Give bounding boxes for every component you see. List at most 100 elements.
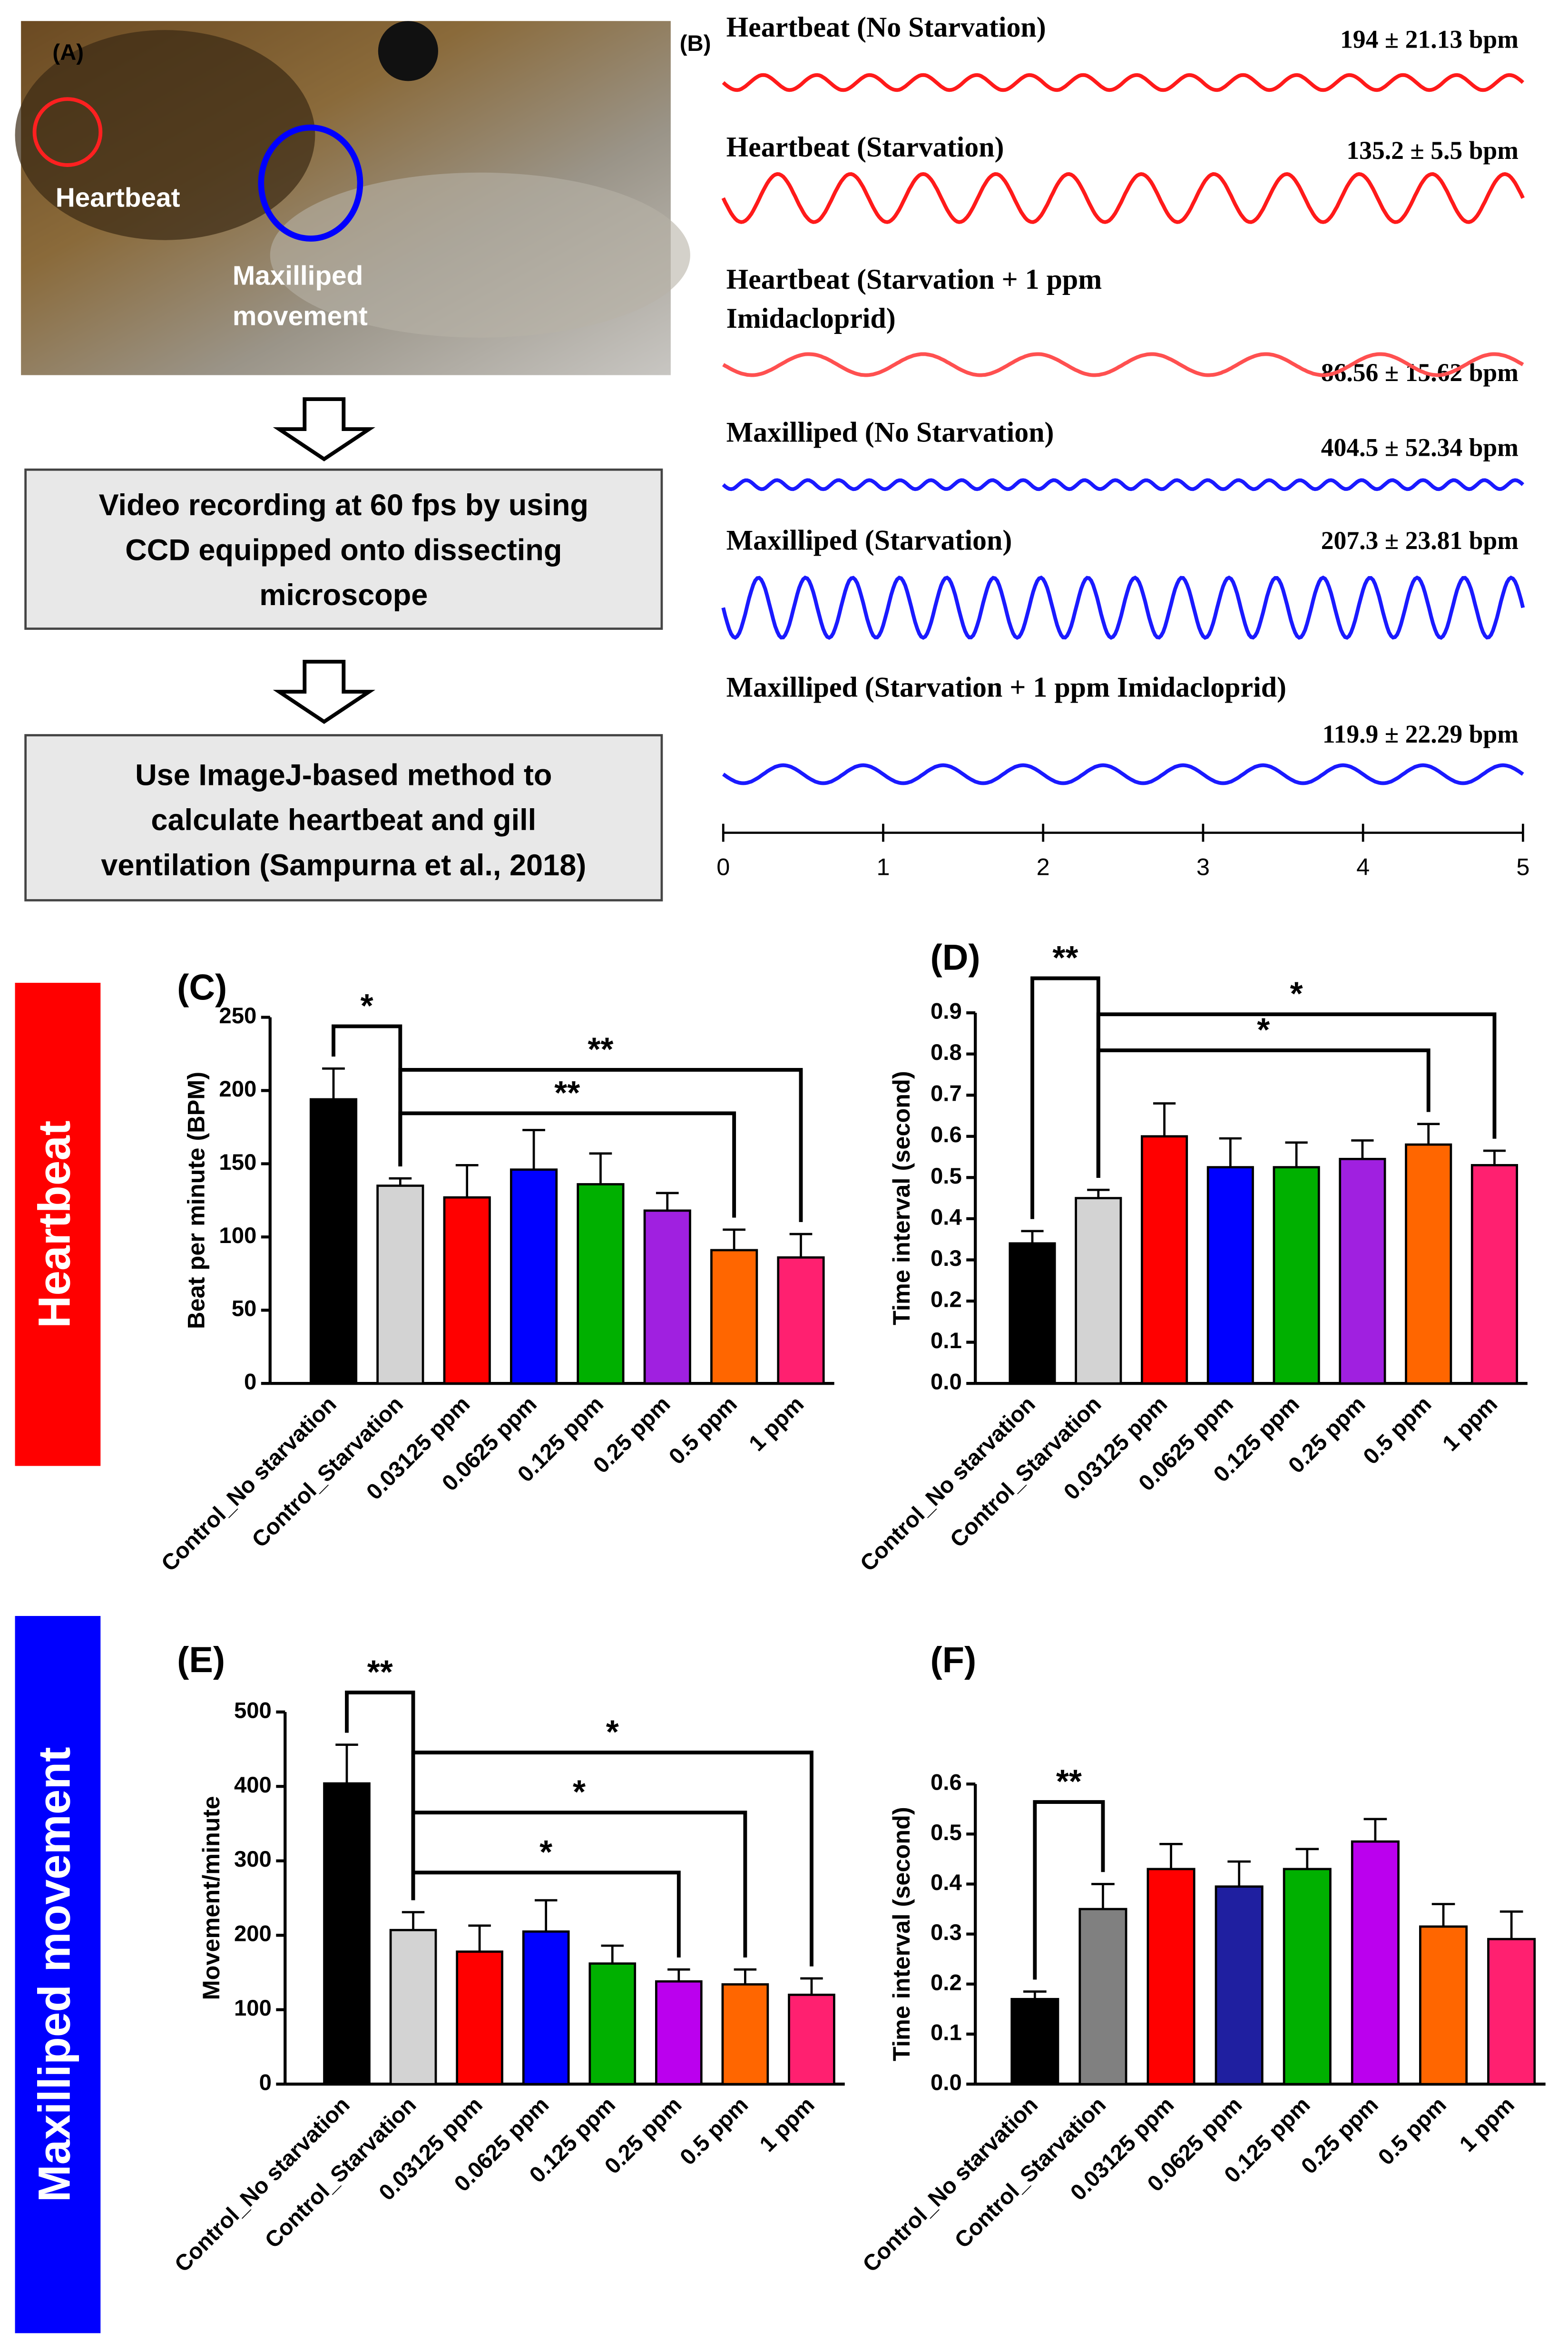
error-bar xyxy=(1285,1141,1308,1167)
process-box xyxy=(24,468,663,630)
error-bar xyxy=(723,1228,745,1250)
x-tick-label: 0.5 ppm xyxy=(675,2092,753,2170)
x-tick-label: 0 xyxy=(716,853,730,881)
bar xyxy=(323,1782,371,2086)
bar xyxy=(1351,1840,1400,2086)
y-tick-label: 0 xyxy=(259,2070,272,2095)
box-text: ventilation (Sampurna et al., 2018) xyxy=(101,849,586,882)
y-tick-label: 0.9 xyxy=(931,999,962,1024)
error-bar xyxy=(389,1177,412,1186)
y-tick-label: 250 xyxy=(219,1003,256,1028)
bar xyxy=(510,1168,558,1385)
box-text: Use ImageJ-based method to xyxy=(135,759,552,792)
bar xyxy=(588,1962,637,2086)
error-bar xyxy=(1023,1990,1047,1999)
error-bar xyxy=(1417,1123,1440,1145)
bar xyxy=(1009,1242,1056,1385)
significance-bracket xyxy=(398,1111,736,1218)
side-label-box xyxy=(15,982,101,1466)
y-tick-label: 50 xyxy=(232,1296,257,1322)
y-axis-label: Movement/minute xyxy=(197,1796,225,2000)
y-tick-label: 0.0 xyxy=(931,1370,962,1395)
y-tick-label: 500 xyxy=(234,1698,272,1723)
error-bar xyxy=(1159,1843,1183,1869)
y-tick-label: 0.7 xyxy=(931,1081,962,1106)
bar xyxy=(655,1980,703,2086)
bar xyxy=(577,1183,625,1385)
x-tick-label: 0.5 ppm xyxy=(1373,2092,1451,2170)
bar xyxy=(1339,1157,1386,1385)
bar xyxy=(1075,1197,1122,1385)
significance-bracket xyxy=(1033,1800,1105,1980)
error-bar xyxy=(534,1899,558,1932)
x-tick-label: 0.5 ppm xyxy=(1358,1391,1436,1469)
bar xyxy=(1215,1885,1264,2086)
y-tick-label: 0.5 xyxy=(931,1820,962,1845)
trace-wave xyxy=(722,763,1524,785)
error-bar xyxy=(1219,1137,1242,1167)
y-tick-label: 0.2 xyxy=(931,1970,962,1995)
photo-label: Heartbeat xyxy=(56,183,180,213)
error-bar xyxy=(335,1743,358,1784)
error-bar xyxy=(455,1164,479,1198)
x-tick-label: 1 xyxy=(876,853,890,881)
bar xyxy=(777,1256,825,1385)
trace-value: 119.9 ± 22.29 bpm xyxy=(1323,720,1519,748)
y-tick-label: 0.0 xyxy=(931,2070,962,2095)
error-bar xyxy=(1091,1883,1115,1909)
y-tick-label: 150 xyxy=(219,1150,256,1175)
error-bar xyxy=(601,1944,624,1964)
x-tick-label: 1 ppm xyxy=(755,2092,820,2157)
photo-label: movement xyxy=(233,302,368,332)
panel-label: (A) xyxy=(52,40,84,65)
trace-value: 194 ± 21.13 bpm xyxy=(1340,25,1519,54)
y-axis-label: Beat per minute (BPM) xyxy=(183,1072,210,1329)
bar xyxy=(456,1950,503,2086)
box-text: calculate heartbeat and gill xyxy=(151,803,536,837)
trace-wave xyxy=(722,73,1525,92)
y-tick-label: 0.6 xyxy=(931,1122,962,1147)
significance-label: * xyxy=(573,1773,586,1811)
chart-title: (C) xyxy=(177,968,227,1008)
trace-value: 404.5 ± 52.34 bpm xyxy=(1321,433,1519,462)
chart-title: (E) xyxy=(177,1640,225,1680)
significance-label: * xyxy=(1257,1011,1270,1048)
y-tick-label: 200 xyxy=(219,1077,256,1102)
bar xyxy=(443,1196,491,1385)
error-bar xyxy=(1351,1139,1374,1159)
box-text: microscope xyxy=(259,578,428,612)
error-bar xyxy=(656,1192,679,1211)
bar xyxy=(1405,1143,1452,1385)
bar xyxy=(522,1930,570,2086)
box-text: Video recording at 60 fps by using xyxy=(99,489,588,522)
y-tick-label: 0.8 xyxy=(931,1040,962,1065)
error-bar xyxy=(468,1924,491,1952)
bar xyxy=(710,1249,758,1385)
x-tick-label: 2 xyxy=(1037,853,1050,881)
y-tick-label: 100 xyxy=(219,1223,256,1248)
significance-label: ** xyxy=(588,1030,613,1067)
y-tick-label: 0.6 xyxy=(931,1770,962,1795)
error-bar xyxy=(1021,1230,1044,1244)
flow-arrows xyxy=(273,397,375,724)
error-bar xyxy=(800,1977,823,1995)
side-label-box xyxy=(15,1616,101,2333)
y-tick-label: 400 xyxy=(234,1772,272,1798)
photo xyxy=(15,21,690,375)
y-tick-label: 0.4 xyxy=(931,1870,962,1895)
trace-label: Imidacloprid) xyxy=(726,303,896,334)
bar xyxy=(643,1209,691,1385)
x-tick-label: 4 xyxy=(1356,853,1370,881)
x-tick-label: 1 ppm xyxy=(744,1391,809,1456)
trace-label: Heartbeat (Starvation + 1 ppm xyxy=(726,264,1102,295)
bar xyxy=(721,1983,769,2086)
significance-bracket xyxy=(1030,976,1100,1219)
error-bar xyxy=(1431,1903,1455,1927)
y-tick-label: 0.3 xyxy=(931,1920,962,1945)
trace-label: Maxilliped (No Starvation) xyxy=(726,416,1054,448)
photo-label: Maxilliped xyxy=(233,261,363,291)
side-label: Heartbeat xyxy=(29,1121,79,1328)
y-tick-label: 0.4 xyxy=(931,1204,962,1230)
error-bar xyxy=(1483,1149,1506,1165)
trace-value: 135.2 ± 5.5 bpm xyxy=(1346,136,1519,165)
